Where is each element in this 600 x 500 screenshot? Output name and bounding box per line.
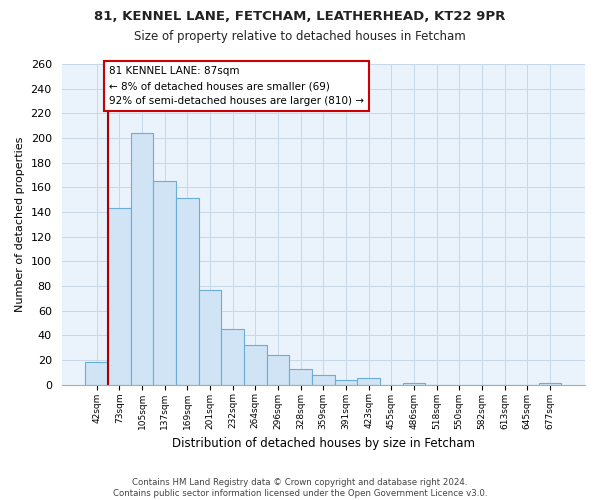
Text: 81, KENNEL LANE, FETCHAM, LEATHERHEAD, KT22 9PR: 81, KENNEL LANE, FETCHAM, LEATHERHEAD, K… [94, 10, 506, 23]
Bar [335, 380, 357, 384]
X-axis label: Distribution of detached houses by size in Fetcham: Distribution of detached houses by size … [172, 437, 475, 450]
Bar [244, 345, 266, 385]
Bar [312, 375, 335, 384]
Bar [85, 362, 108, 384]
Bar [176, 198, 199, 384]
Y-axis label: Number of detached properties: Number of detached properties [15, 136, 25, 312]
Bar [357, 378, 380, 384]
Bar [199, 290, 221, 384]
Bar [131, 133, 154, 384]
Bar [221, 329, 244, 384]
Text: Contains HM Land Registry data © Crown copyright and database right 2024.
Contai: Contains HM Land Registry data © Crown c… [113, 478, 487, 498]
Bar [266, 355, 289, 384]
Bar [154, 181, 176, 384]
Text: Size of property relative to detached houses in Fetcham: Size of property relative to detached ho… [134, 30, 466, 43]
Bar [108, 208, 131, 384]
Text: 81 KENNEL LANE: 87sqm
← 8% of detached houses are smaller (69)
92% of semi-detac: 81 KENNEL LANE: 87sqm ← 8% of detached h… [109, 66, 364, 106]
Bar [289, 368, 312, 384]
